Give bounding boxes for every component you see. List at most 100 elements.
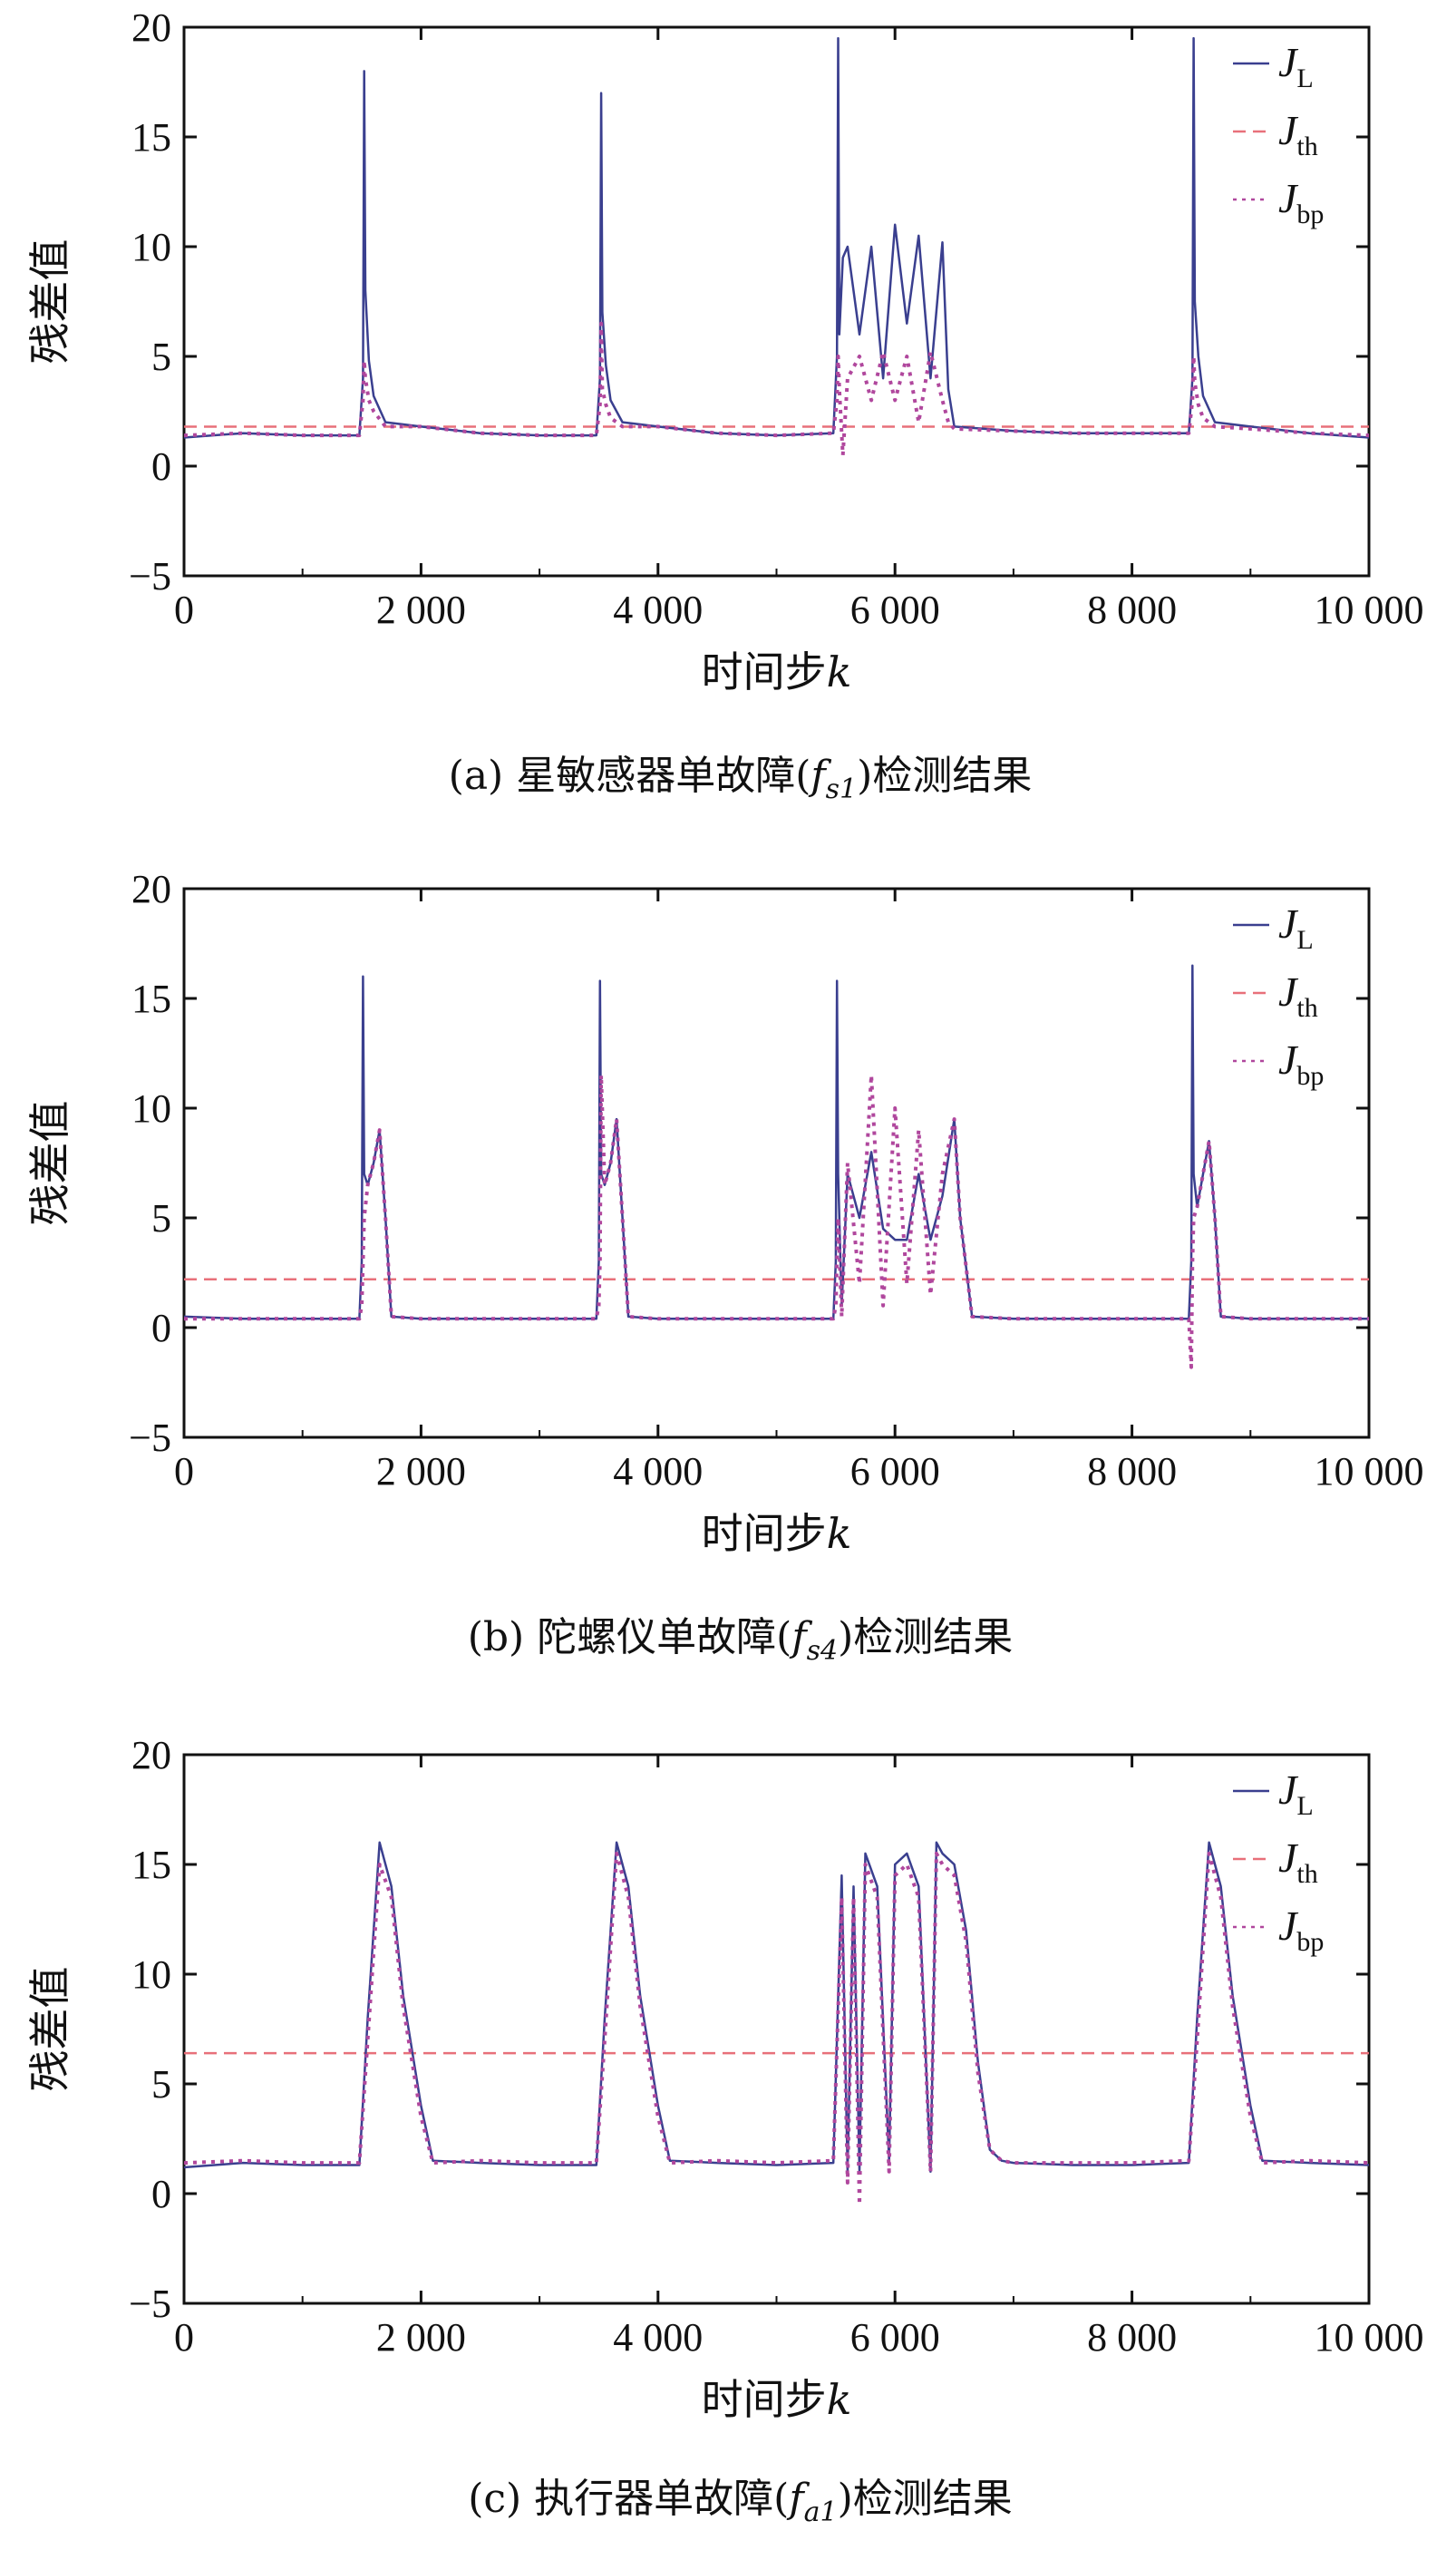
y-tick-label: 0: [151, 444, 171, 489]
y-tick-label: 15: [131, 115, 171, 160]
x-axis-title: 时间步k: [702, 2375, 852, 2424]
y-tick-label: 15: [131, 1843, 171, 1887]
y-tick-label: 15: [131, 977, 171, 1021]
y-tick-label: 10: [131, 1086, 171, 1131]
legend-sub: th: [1296, 131, 1317, 161]
x-tick-label: 4 000: [613, 588, 703, 632]
x-axis-title-text: 时间步: [702, 647, 827, 696]
y-axis-title: 残差值: [25, 1101, 74, 1226]
x-tick-label: 6 000: [850, 1449, 940, 1494]
y-tick-label: 5: [151, 335, 171, 379]
caption-prefix: (b) 陀螺仪单故障(: [468, 1614, 792, 1660]
x-tick-label: 8 000: [1087, 588, 1177, 632]
legend-label-jl: JL: [1278, 1767, 1314, 1821]
plot-frame: [182, 25, 1371, 578]
plot-frame: [182, 1753, 1371, 2305]
caption-sub: a1: [804, 2496, 838, 2528]
y-tick-label: −5: [129, 554, 171, 599]
series-line-jbp: [184, 1073, 1369, 1369]
y-axis-title: 残差值: [25, 239, 74, 365]
series-group: [184, 1841, 1369, 2207]
caption-suffix: )检测结果: [838, 2476, 1013, 2522]
legend-label-jl: JL: [1278, 39, 1314, 93]
caption: (a) 星敏感器单故障(fs1)检测结果: [449, 753, 1033, 805]
x-axis-title-var: k: [827, 647, 852, 696]
x-axis-title-var: k: [827, 2375, 852, 2424]
legend-label-jth: Jth: [1278, 1835, 1318, 1889]
x-tick-label: 2 000: [376, 588, 466, 632]
series-group: [184, 36, 1369, 457]
x-axis-title-var: k: [827, 1509, 852, 1558]
legend-main: J: [1278, 107, 1299, 153]
caption-prefix: (c) 执行器单故障(: [468, 2476, 789, 2522]
x-tick-label: 10 000: [1315, 2315, 1424, 2360]
caption-suffix: )检测结果: [838, 1614, 1013, 1660]
legend-sub: L: [1296, 63, 1313, 93]
legend-label-jbp: Jbp: [1278, 1903, 1324, 1957]
legend-main: J: [1278, 1767, 1299, 1813]
legend-sub: th: [1296, 1859, 1317, 1889]
caption-sub: s4: [807, 1635, 838, 1667]
x-tick-label: 0: [174, 1449, 194, 1494]
x-axis-title-text: 时间步: [702, 1509, 827, 1558]
legend-label-jth: Jth: [1278, 968, 1318, 1023]
legend-main: J: [1278, 900, 1299, 947]
caption-prefix: (a) 星敏感器单故障(: [449, 753, 811, 799]
y-tick-label: 20: [131, 1733, 171, 1777]
legend-main: J: [1278, 39, 1299, 85]
x-tick-label: 6 000: [850, 2315, 940, 2360]
y-tick-label: 10: [131, 225, 171, 269]
x-tick-label: 0: [174, 588, 194, 632]
y-tick-label: 0: [151, 1306, 171, 1350]
x-tick-label: 10 000: [1315, 1449, 1424, 1494]
legend-sub: bp: [1296, 1061, 1324, 1091]
legend-sub: bp: [1296, 1927, 1324, 1957]
legend-sub: L: [1296, 925, 1313, 955]
x-axis-title-text: 时间步: [702, 2375, 827, 2424]
series-group: [184, 964, 1369, 1369]
caption: (c) 执行器单故障(fa1)检测结果: [468, 2476, 1013, 2528]
series-line-jl: [184, 1841, 1369, 2174]
legend-main: J: [1278, 1903, 1299, 1949]
y-tick-label: 0: [151, 2172, 171, 2216]
y-tick-label: 5: [151, 2062, 171, 2107]
legend-label-jbp: Jbp: [1278, 1037, 1324, 1091]
x-tick-label: 0: [174, 2315, 194, 2360]
x-tick-label: 4 000: [613, 1449, 703, 1494]
series-line-jbp: [184, 1851, 1369, 2207]
x-axis-title: 时间步k: [702, 1509, 852, 1558]
legend-sub: L: [1296, 1791, 1313, 1821]
x-tick-label: 10 000: [1315, 588, 1424, 632]
series-line-jl: [184, 36, 1369, 439]
y-axis-title: 残差值: [25, 1967, 74, 2092]
y-tick-label: 20: [131, 867, 171, 911]
y-tick-label: −5: [129, 2282, 171, 2326]
y-tick-label: 20: [131, 5, 171, 50]
legend-sub: th: [1296, 993, 1317, 1023]
x-tick-label: 8 000: [1087, 1449, 1177, 1494]
legend-main: J: [1278, 1037, 1299, 1083]
caption: (b) 陀螺仪单故障(fs4)检测结果: [468, 1614, 1014, 1667]
legend-label-jl: JL: [1278, 900, 1314, 955]
legend-main: J: [1278, 175, 1299, 221]
series-line-jbp: [184, 321, 1369, 457]
x-tick-label: 8 000: [1087, 2315, 1177, 2360]
x-tick-label: 4 000: [613, 2315, 703, 2360]
x-tick-label: 2 000: [376, 2315, 466, 2360]
legend-label-jth: Jth: [1278, 107, 1318, 161]
series-line-jl: [184, 964, 1369, 1320]
legend-main: J: [1278, 1835, 1299, 1881]
x-axis-title: 时间步k: [702, 647, 852, 696]
y-tick-label: 10: [131, 1952, 171, 1997]
x-tick-label: 6 000: [850, 588, 940, 632]
legend-sub: bp: [1296, 200, 1324, 229]
caption-suffix: )检测结果: [857, 753, 1032, 799]
y-tick-label: −5: [129, 1416, 171, 1460]
legend-label-jbp: Jbp: [1278, 175, 1324, 229]
legend-main: J: [1278, 968, 1299, 1015]
y-tick-label: 5: [151, 1196, 171, 1241]
